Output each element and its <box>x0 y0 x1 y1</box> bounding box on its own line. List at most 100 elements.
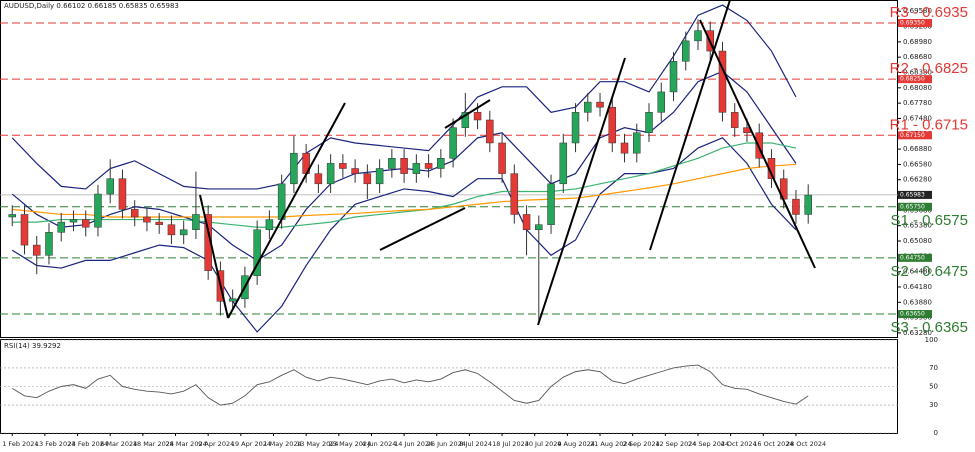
last-price-tag <box>898 190 932 199</box>
trend-line <box>379 207 466 251</box>
y-tick-label: 0.68380 <box>903 69 932 77</box>
candle-body <box>32 244 41 256</box>
candle-body <box>596 101 604 108</box>
candle-body <box>106 178 114 195</box>
level-tag <box>898 253 932 262</box>
candle-body <box>388 158 396 169</box>
y-tick-label: 0.64180 <box>903 283 932 291</box>
level-label: R2 - 0.6825 <box>890 60 968 77</box>
level-tag-label: 0.64750 <box>900 254 925 261</box>
x-tick-label: 14 Jun 2024 <box>394 440 433 448</box>
candle-body <box>57 221 65 233</box>
level-tag-label: 0.65750 <box>900 203 925 210</box>
level-label: S1 - 0.6575 <box>890 212 968 229</box>
candle-body <box>571 112 580 144</box>
candle-body <box>69 219 78 223</box>
x-tick-label: 19 Apr 2024 <box>231 440 271 448</box>
candle-body <box>694 30 702 42</box>
x-tick-label: 18 Jul 2024 <box>492 440 529 448</box>
x-tick-label: 6 Mar 2024 <box>100 440 137 448</box>
level-tag-label: 0.69350 <box>900 19 925 26</box>
rsi-tick-label: 50 <box>929 383 938 391</box>
candle-body <box>449 127 457 159</box>
candle-body <box>45 232 53 256</box>
trend-lines <box>199 0 816 326</box>
candle-body <box>290 152 298 185</box>
x-tick-label: 18 Mar 2024 <box>133 440 174 448</box>
x-tick-label: 4 Jun 2024 <box>361 440 396 448</box>
candle-body <box>375 168 384 185</box>
y-tick-label: 0.66280 <box>903 176 932 184</box>
level-label: R1 - 0.6715 <box>890 116 968 133</box>
y-tick-label: 0.67780 <box>903 99 932 107</box>
candle-body <box>167 224 176 236</box>
candle-body <box>228 298 237 302</box>
candle-body <box>8 214 16 218</box>
x-tick-label: 23 Feb 2024 <box>68 440 108 448</box>
level-label: S3 - 0.6365 <box>890 319 968 336</box>
candle-body <box>620 142 629 154</box>
candle-body <box>804 194 812 215</box>
trend-line <box>649 0 731 251</box>
x-tick-label: 1 Feb 2024 <box>2 440 38 448</box>
candle-body <box>81 219 90 228</box>
level-tag <box>898 75 932 84</box>
candle-body <box>351 168 359 174</box>
level-tag-label: 0.67150 <box>900 132 925 139</box>
y-tick-label: 0.63280 <box>903 329 932 337</box>
x-tick-label: 13 May 2024 <box>296 440 338 448</box>
candle-body <box>363 173 372 185</box>
candle-body <box>437 158 445 169</box>
candle-body <box>584 101 592 113</box>
trend-line <box>537 57 626 326</box>
rsi-title: RSI(14) 39.9292 <box>4 342 61 350</box>
y-tick-label: 0.63880 <box>903 298 932 306</box>
x-tick-label: 28 Mar 2024 <box>166 440 207 448</box>
level-label: R3 - 0.6935 <box>890 4 968 21</box>
trend-line <box>699 19 816 269</box>
rsi-name: RSI(14) <box>4 342 30 350</box>
trend-line <box>199 194 229 319</box>
trend-line <box>444 99 491 129</box>
candle-body <box>130 209 139 218</box>
candle-body <box>179 229 188 236</box>
candle-body <box>400 158 408 174</box>
overlay-line <box>12 142 797 228</box>
rsi-line <box>12 364 809 406</box>
x-tick-label: 12 Sep 2024 <box>655 440 696 448</box>
x-tick-label: 4 Oct 2024 <box>721 440 757 448</box>
level-tag <box>898 18 932 27</box>
rsi-tick-label: 30 <box>929 401 938 409</box>
rsi-last: 39.9292 <box>32 342 61 350</box>
x-tick-label: 21 Aug 2024 <box>590 440 632 448</box>
rsi-tick-label: 0 <box>934 429 938 437</box>
candle-body <box>522 214 531 231</box>
overlay-line <box>12 163 796 218</box>
candle-body <box>424 163 433 169</box>
level-tag <box>898 202 932 211</box>
candle-body <box>681 40 690 62</box>
level-tag <box>898 131 932 140</box>
candle-body <box>155 221 163 225</box>
y-tick-label: 0.66580 <box>903 160 932 168</box>
x-tick-label: 13 Feb 2024 <box>35 440 75 448</box>
candle-body <box>473 112 482 121</box>
candle-body <box>718 50 727 113</box>
x-tick-label: 1 May 2024 <box>263 440 301 448</box>
y-tick-label: 0.68080 <box>903 84 932 92</box>
candle-body <box>559 142 568 185</box>
x-tick-label: 16 Oct 2024 <box>753 440 793 448</box>
candle-body <box>143 216 151 223</box>
candle-body <box>461 112 470 128</box>
x-tick-label: 26 Jun 2024 <box>427 440 466 448</box>
x-tick-label: 24 Sep 2024 <box>688 440 729 448</box>
y-tick-label: 0.69580 <box>903 7 932 15</box>
y-tick-label: 0.67480 <box>903 114 932 122</box>
x-tick-label: 23 May 2024 <box>329 440 371 448</box>
x-tick-label: 9 Apr 2024 <box>198 440 234 448</box>
candle-body <box>669 61 678 93</box>
candle-body <box>486 119 494 144</box>
chart-title: AUDUSD,Daily 0.66102 0.66185 0.65835 0.6… <box>4 2 179 10</box>
candle-body <box>645 112 653 134</box>
